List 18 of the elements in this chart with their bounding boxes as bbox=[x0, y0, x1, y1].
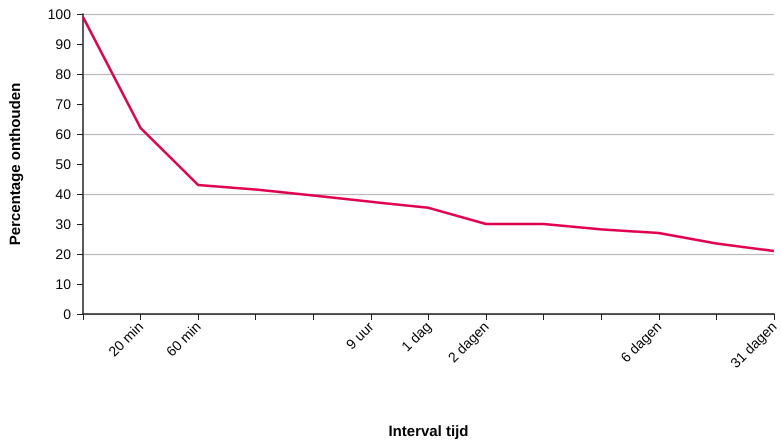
y-axis-title: Percentage onthouden bbox=[7, 82, 24, 246]
x-tick-label: 20 min bbox=[105, 318, 146, 360]
x-tick-label: 9 uur bbox=[342, 318, 377, 352]
x-tick-label: 1 dag bbox=[398, 318, 434, 354]
y-tick-label: 100 bbox=[48, 6, 72, 22]
y-tick-label: 90 bbox=[55, 36, 72, 52]
y-tick-label: 30 bbox=[55, 216, 72, 232]
y-tick-label: 40 bbox=[55, 186, 72, 202]
y-tick-label: 10 bbox=[55, 276, 72, 292]
y-tick-label: 80 bbox=[55, 66, 72, 82]
y-tick-label: 20 bbox=[55, 246, 72, 262]
y-tick-label: 0 bbox=[63, 306, 72, 322]
x-axis-title: Interval tijd bbox=[388, 423, 468, 440]
y-tick-label: 60 bbox=[55, 126, 72, 142]
line-series bbox=[82, 16, 776, 252]
x-tick-label: 60 min bbox=[162, 318, 204, 360]
y-tick-label: 50 bbox=[55, 156, 72, 172]
y-tick-label: 70 bbox=[55, 96, 72, 112]
